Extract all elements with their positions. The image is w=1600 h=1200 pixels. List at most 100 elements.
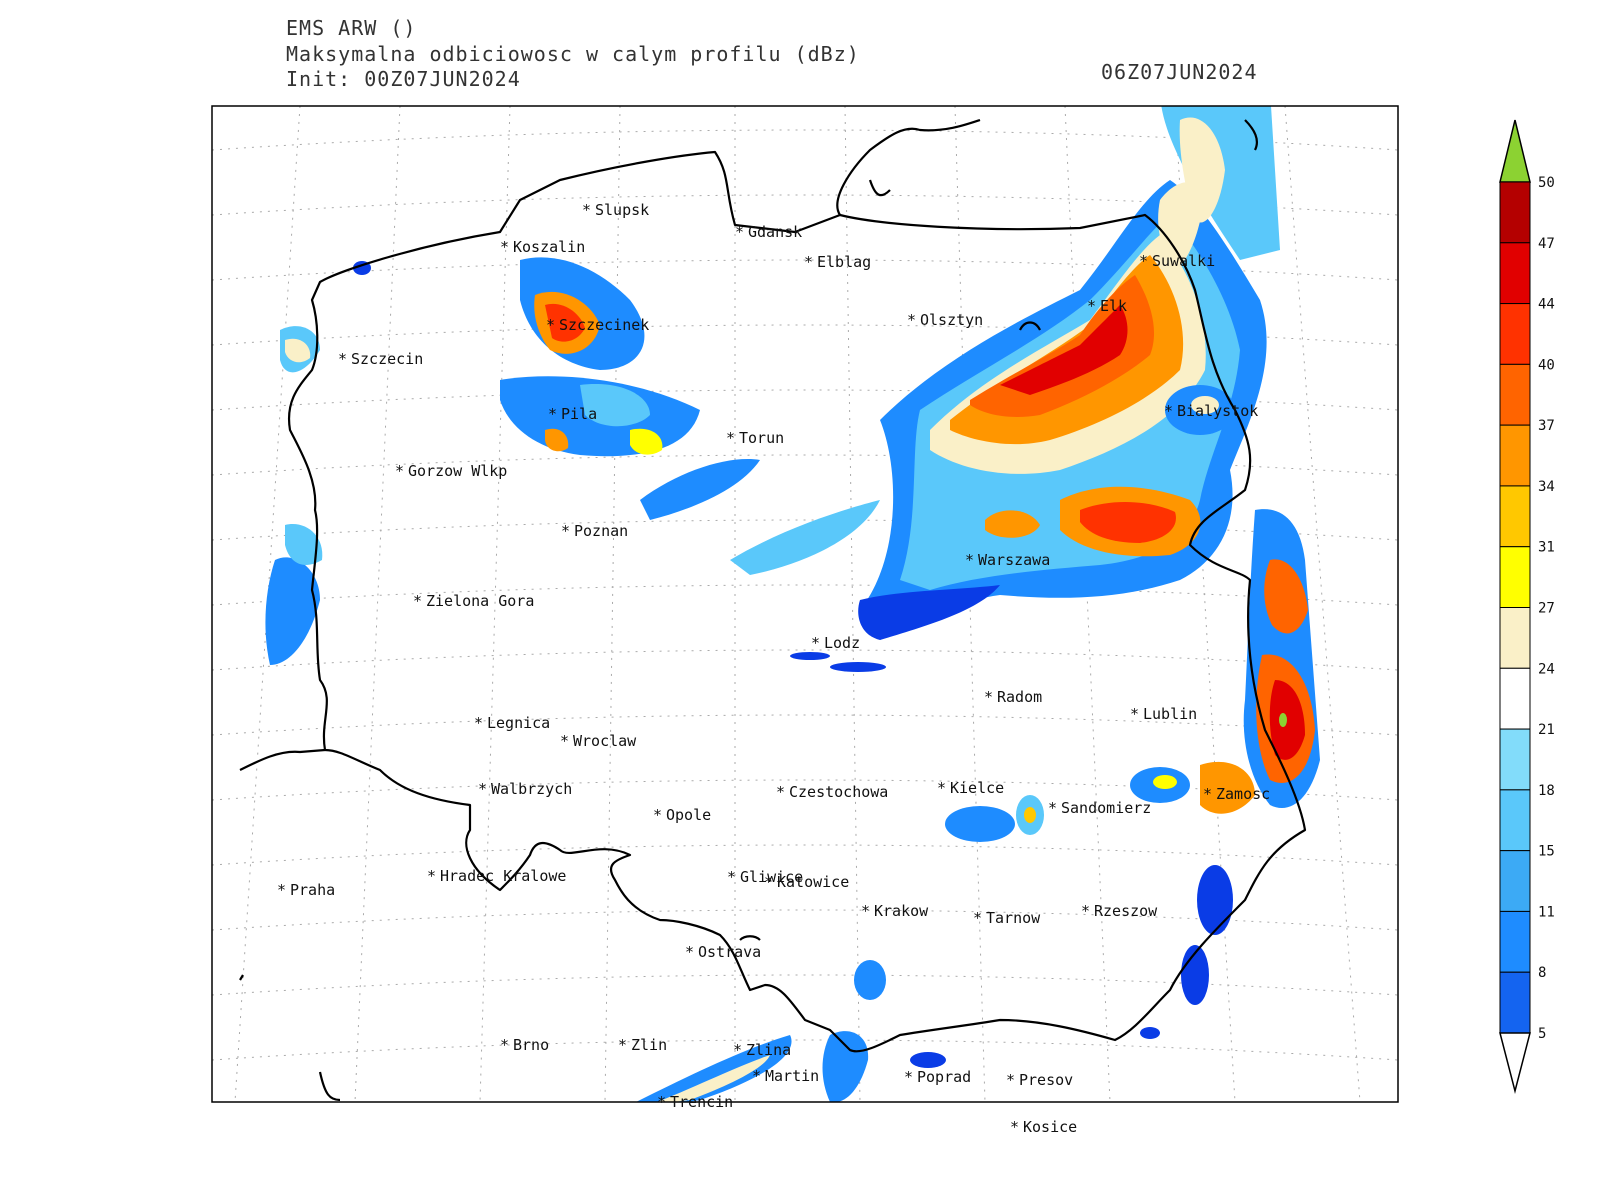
colorbar-over-triangle: [1499, 119, 1531, 183]
city-star-icon: *: [548, 405, 557, 423]
colorbar-segment: [1499, 303, 1531, 365]
colorbar-tick-label: 11: [1538, 904, 1555, 920]
colorbar-tick-label: 8: [1538, 965, 1546, 981]
city-label: Koszalin: [513, 238, 585, 256]
city-label: Kielce: [950, 779, 1004, 797]
city-star-icon: *: [653, 806, 662, 824]
city-star-icon: *: [500, 1036, 509, 1054]
city-marker: * Elk: [1087, 297, 1127, 315]
city-marker: * Bialystok: [1164, 402, 1258, 420]
city-label: Rzeszow: [1094, 902, 1158, 920]
city-marker: * Gdansk: [735, 223, 802, 241]
field-title: Maksymalna odbiciowosc w calym profilu (…: [286, 42, 860, 66]
city-star-icon: *: [861, 902, 870, 920]
colorbar-tick-label: 15: [1538, 844, 1555, 860]
city-marker: * Trencin: [657, 1093, 733, 1111]
reflectivity-field: [265, 106, 1320, 1102]
colorbar-tick-label: 18: [1538, 783, 1555, 799]
city-label: Tarnow: [986, 909, 1041, 927]
city-star-icon: *: [1010, 1118, 1019, 1136]
colorbar-segment: [1499, 667, 1531, 730]
city-star-icon: *: [657, 1093, 666, 1111]
city-label: Wroclaw: [573, 732, 637, 750]
city-star-icon: *: [561, 522, 570, 540]
city-marker: * Sandomierz: [1048, 799, 1151, 817]
colorbar: 5 8 11 15 18 21 24 27 31 34 37 40 44 47 50: [1499, 119, 1555, 1094]
city-star-icon: *: [727, 868, 736, 886]
city-star-icon: *: [907, 311, 916, 329]
city-star-icon: *: [478, 780, 487, 798]
city-marker: * Opole: [653, 806, 711, 824]
city-label: Brno: [513, 1036, 549, 1054]
city-marker: * Ostrava: [685, 943, 761, 961]
city-label: Legnica: [487, 714, 550, 732]
city-label: Opole: [666, 806, 711, 824]
colorbar-segment: [1499, 242, 1531, 305]
city-marker: * Katowice: [764, 873, 849, 891]
city-marker: * Zlin: [618, 1036, 667, 1054]
city-marker: * Poprad: [904, 1068, 971, 1086]
city-marker: * Lublin: [1130, 705, 1197, 723]
city-label: Zielona Gora: [426, 592, 534, 610]
city-star-icon: *: [560, 732, 569, 750]
colorbar-under-triangle: [1499, 1032, 1531, 1094]
city-star-icon: *: [973, 909, 982, 927]
city-label: Poznan: [574, 522, 628, 540]
city-label: Szczecin: [351, 350, 423, 368]
city-marker: * Elblag: [804, 253, 871, 271]
city-label: Gorzow Wlkp: [408, 462, 507, 480]
city-marker: * Gliwice: [727, 868, 803, 886]
city-marker: * Olsztyn: [907, 311, 983, 329]
borders: [239, 118, 1307, 1102]
city-label: Ostrava: [698, 943, 761, 961]
city-star-icon: *: [427, 867, 436, 885]
city-star-icon: *: [904, 1068, 913, 1086]
city-marker: * Czestochowa: [776, 783, 888, 801]
city-star-icon: *: [804, 253, 813, 271]
colorbar-tick-label: 27: [1538, 601, 1555, 617]
city-label: Suwalki: [1152, 252, 1215, 270]
city-label: Zamosc: [1216, 785, 1270, 803]
city-label: Sandomierz: [1061, 799, 1151, 817]
city-marker: * Martin: [752, 1067, 819, 1085]
city-label: Pila: [561, 405, 597, 423]
city-marker: * Zamosc: [1203, 785, 1270, 803]
colorbar-tick-label: 44: [1538, 297, 1555, 313]
map-frame: [211, 105, 1399, 1103]
city-star-icon: *: [726, 429, 735, 447]
city-label: Martin: [765, 1067, 819, 1085]
city-marker: * Szczecin: [338, 350, 423, 368]
colorbar-segment: [1499, 546, 1531, 609]
city-label: Lublin: [1143, 705, 1197, 723]
colorbar-segment: [1499, 850, 1531, 912]
city-star-icon: *: [582, 201, 591, 219]
colorbar-segment: [1499, 181, 1531, 244]
city-marker: * Pila: [548, 405, 597, 423]
city-star-icon: *: [1203, 785, 1212, 803]
city-marker: * Hradec Kralowe: [427, 867, 566, 885]
city-label: Hradec Kralowe: [440, 867, 566, 885]
city-label: Gdansk: [748, 223, 802, 241]
city-marker: * Szczecinek: [546, 316, 649, 334]
city-star-icon: *: [1081, 902, 1090, 920]
city-star-icon: *: [752, 1067, 761, 1085]
city-label: Radom: [997, 688, 1042, 706]
city-marker: * Presov: [1006, 1071, 1073, 1089]
colorbar-segment: [1499, 424, 1531, 487]
colorbar-tick-label: 31: [1538, 540, 1555, 556]
city-marker: * Brno: [500, 1036, 549, 1054]
colorbar-segment: [1499, 363, 1531, 426]
city-star-icon: *: [1087, 297, 1096, 315]
colorbar-tick-label: 34: [1538, 479, 1555, 495]
city-label: Szczecinek: [559, 316, 649, 334]
city-star-icon: *: [1048, 799, 1057, 817]
city-marker: * Zlina: [733, 1041, 791, 1059]
city-label: Torun: [739, 429, 784, 447]
city-marker: * Rzeszow: [1081, 902, 1158, 920]
city-marker: * Poznan: [561, 522, 628, 540]
city-star-icon: *: [735, 223, 744, 241]
city-marker: * Kielce: [937, 779, 1004, 797]
city-star-icon: *: [1164, 402, 1173, 420]
city-marker: * Kosice: [1010, 1118, 1077, 1136]
